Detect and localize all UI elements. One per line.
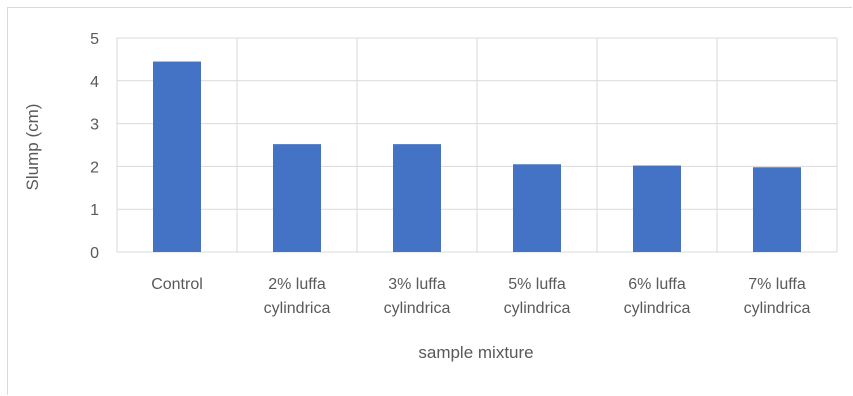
x-tick-label: 5% luffa cylindrica — [504, 276, 571, 317]
bar — [753, 167, 801, 252]
y-tick-label: 2 — [90, 159, 99, 176]
y-tick-label: 4 — [90, 74, 99, 91]
bar — [633, 165, 681, 252]
chart-frame — [7, 7, 852, 395]
y-tick-label: 1 — [90, 202, 99, 219]
x-tick-label: 7% luffa cylindrica — [744, 276, 811, 317]
gridlines — [116, 37, 838, 253]
x-tick-label: Control — [151, 276, 203, 293]
x-tick-label: 2% luffa cylindrica — [264, 276, 331, 317]
x-tick-labels: Control 2% luffa cylindrica 3% luffa cylindr… — [151, 276, 810, 317]
bar — [153, 61, 201, 252]
bar — [393, 144, 441, 252]
y-tick-label: 5 — [90, 31, 99, 48]
x-tick-label: 6% luffa cylindrica — [624, 276, 691, 317]
y-tick-label: 3 — [90, 117, 99, 134]
bar — [273, 144, 321, 252]
x-axis-title: sample mixture — [418, 343, 533, 362]
bars — [153, 61, 801, 252]
bar — [513, 164, 561, 252]
y-tick-label: 0 — [90, 245, 99, 262]
y-tick-labels: 0 1 2 3 4 5 — [90, 31, 99, 262]
y-axis-title: Slump (cm) — [23, 104, 42, 191]
x-tick-label: 3% luffa cylindrica — [384, 276, 451, 317]
